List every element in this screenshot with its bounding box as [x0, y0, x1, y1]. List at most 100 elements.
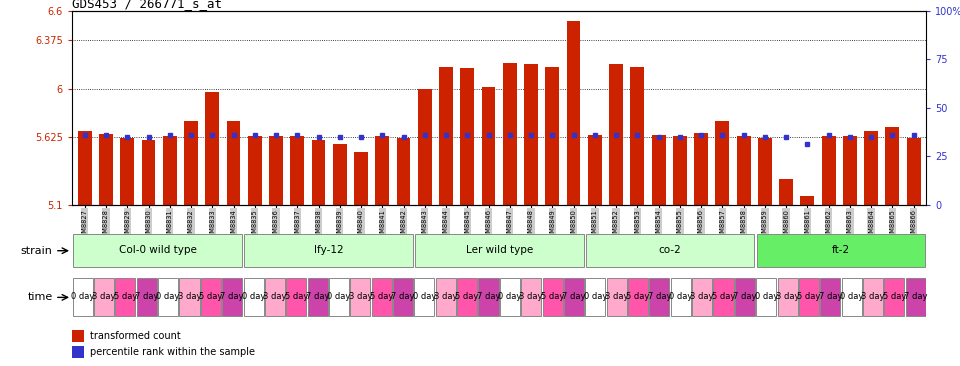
Bar	[415, 234, 584, 267]
Bar	[436, 279, 456, 316]
Bar	[269, 137, 283, 205]
Text: 5 day: 5 day	[199, 292, 223, 301]
Text: 7 day: 7 day	[392, 292, 415, 301]
Text: ft-2: ft-2	[832, 245, 850, 255]
Bar	[372, 279, 392, 316]
Bar	[734, 279, 755, 316]
Text: GDS453 / 266771_s_at: GDS453 / 266771_s_at	[72, 0, 222, 10]
Bar	[72, 346, 84, 358]
Bar	[542, 279, 563, 316]
Bar	[694, 132, 708, 205]
Bar	[350, 279, 371, 316]
Text: Ler wild type: Ler wild type	[466, 245, 533, 255]
Bar	[863, 279, 883, 316]
Text: 5 day: 5 day	[284, 292, 308, 301]
Bar	[163, 137, 177, 205]
Bar	[457, 279, 477, 316]
Bar	[248, 137, 262, 205]
Bar	[801, 196, 814, 205]
Bar	[205, 93, 219, 205]
Text: 5 day: 5 day	[370, 292, 394, 301]
Bar	[545, 67, 560, 205]
Bar	[201, 279, 221, 316]
Bar	[822, 137, 835, 205]
Bar	[566, 21, 581, 205]
Bar	[73, 234, 242, 267]
Text: 5 day: 5 day	[797, 292, 821, 301]
Bar	[244, 234, 413, 267]
Bar	[607, 279, 627, 316]
Bar	[120, 138, 134, 205]
Bar	[756, 279, 777, 316]
Bar	[692, 279, 712, 316]
Text: 0 day: 0 day	[71, 292, 94, 301]
Bar	[307, 279, 327, 316]
Bar	[610, 64, 623, 205]
Text: 0 day: 0 day	[242, 292, 265, 301]
Text: 7 day: 7 day	[648, 292, 671, 301]
Bar	[756, 234, 925, 267]
Bar	[586, 234, 755, 267]
Bar	[884, 279, 904, 316]
Bar	[586, 279, 606, 316]
Text: 3 day: 3 day	[348, 292, 372, 301]
Text: 7 day: 7 day	[733, 292, 756, 301]
Bar	[180, 279, 200, 316]
Bar	[482, 87, 495, 205]
Bar	[521, 279, 541, 316]
Bar	[628, 279, 648, 316]
Text: 3 day: 3 day	[861, 292, 885, 301]
Bar	[631, 67, 644, 205]
Bar	[820, 279, 840, 316]
Bar	[286, 279, 306, 316]
Text: 0 day: 0 day	[413, 292, 436, 301]
Text: 7 day: 7 day	[904, 292, 927, 301]
Bar	[244, 279, 264, 316]
Bar	[758, 138, 772, 205]
Bar	[524, 64, 538, 205]
Text: 7 day: 7 day	[477, 292, 500, 301]
Text: Col-0 wild type: Col-0 wild type	[118, 245, 197, 255]
Bar	[312, 140, 325, 205]
Bar	[290, 137, 304, 205]
Text: 7 day: 7 day	[563, 292, 586, 301]
Bar	[329, 279, 349, 316]
Bar	[222, 279, 242, 316]
Text: strain: strain	[21, 246, 53, 256]
Text: co-2: co-2	[659, 245, 682, 255]
Text: time: time	[28, 292, 53, 302]
Bar	[907, 138, 921, 205]
Bar	[136, 279, 156, 316]
Text: 3 day: 3 day	[92, 292, 116, 301]
Text: 0 day: 0 day	[584, 292, 607, 301]
Bar	[588, 135, 602, 205]
Bar	[778, 279, 798, 316]
Text: 3 day: 3 day	[776, 292, 800, 301]
Bar	[142, 140, 156, 205]
Bar	[715, 121, 730, 205]
Bar	[780, 179, 793, 205]
Bar	[461, 68, 474, 205]
Text: 3 day: 3 day	[519, 292, 543, 301]
Bar	[375, 137, 389, 205]
Bar	[99, 134, 113, 205]
Text: 5 day: 5 day	[113, 292, 137, 301]
Text: 3 day: 3 day	[263, 292, 287, 301]
Text: 7 day: 7 day	[221, 292, 244, 301]
Text: 3 day: 3 day	[690, 292, 714, 301]
Bar	[905, 279, 925, 316]
Bar	[333, 144, 347, 205]
Text: 0 day: 0 day	[755, 292, 778, 301]
Bar	[265, 279, 285, 316]
Text: 7 day: 7 day	[135, 292, 158, 301]
Bar	[73, 279, 93, 316]
Text: 0 day: 0 day	[327, 292, 350, 301]
Text: 3 day: 3 day	[605, 292, 629, 301]
Bar	[418, 89, 432, 205]
Bar	[415, 279, 435, 316]
Bar	[843, 137, 856, 205]
Bar	[885, 127, 900, 205]
Bar	[78, 131, 91, 205]
Text: 3 day: 3 day	[434, 292, 458, 301]
Text: lfy-12: lfy-12	[314, 245, 343, 255]
